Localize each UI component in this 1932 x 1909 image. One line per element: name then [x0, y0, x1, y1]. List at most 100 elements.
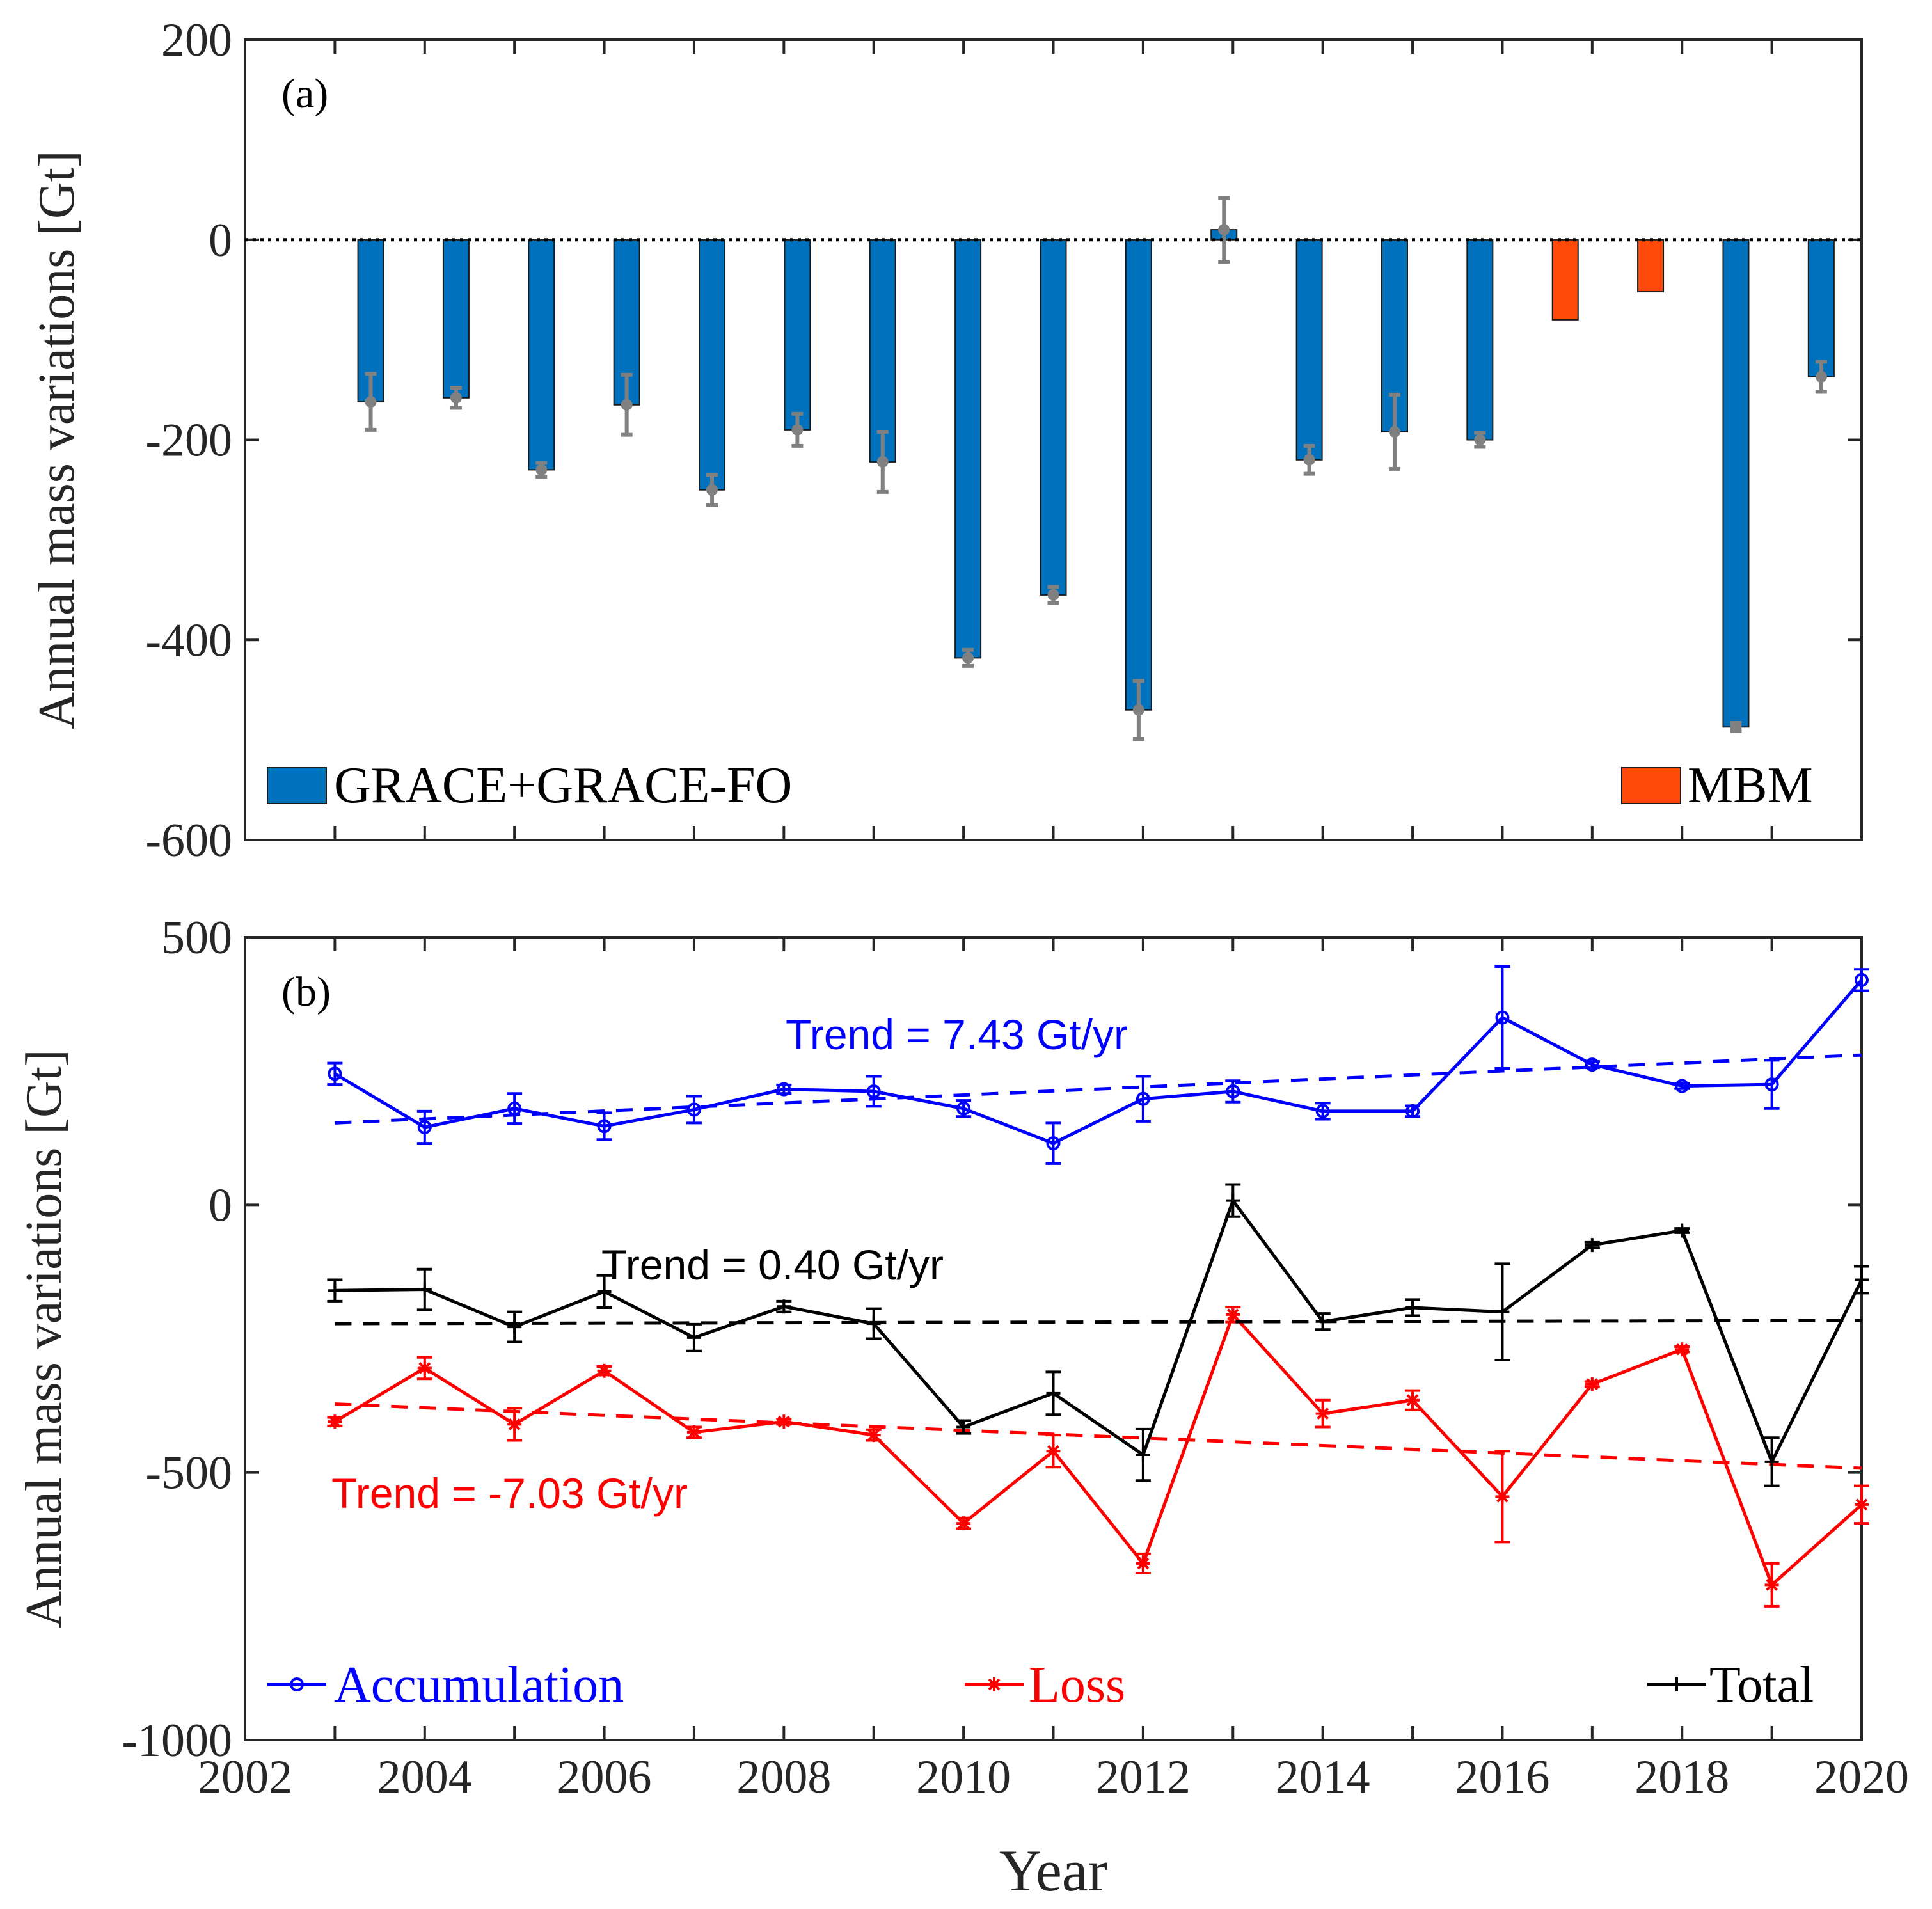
legend-accumulation-marker — [290, 1677, 304, 1691]
total-marker — [1136, 1448, 1150, 1462]
panel-a-ytick-label: -600 — [145, 814, 232, 867]
total-marker — [1764, 1454, 1779, 1469]
total-marker — [1046, 1386, 1061, 1400]
grace-bar — [1722, 239, 1750, 728]
accumulation-marker — [1405, 1104, 1420, 1118]
panel-b-label: (b) — [281, 969, 331, 1015]
grace-error-marker — [1474, 434, 1486, 446]
loss-line — [334, 1313, 1863, 1587]
grace-error-marker — [962, 652, 974, 664]
legend-grace-swatch — [267, 767, 327, 804]
grace-bar — [1381, 239, 1408, 432]
legend-total-label: Total — [1709, 1657, 1814, 1713]
accumulation-marker — [1136, 1091, 1150, 1106]
panel-b-xtick-label: 2018 — [1635, 1751, 1729, 1803]
total-line — [335, 1199, 1864, 1464]
total-marker — [1405, 1300, 1420, 1315]
panel-b-ytick-label: -1000 — [122, 1715, 232, 1767]
accumulation-marker — [597, 1119, 612, 1134]
panel-b-xtick-label: 2002 — [198, 1751, 292, 1803]
total-marker — [597, 1284, 612, 1299]
grace-bar — [613, 239, 640, 406]
accumulation-marker — [1675, 1079, 1690, 1093]
loss-marker — [1675, 1342, 1690, 1357]
total-marker — [1585, 1238, 1599, 1253]
grace-error-marker — [1132, 704, 1144, 716]
panel-a-ytick-label: -200 — [145, 415, 232, 467]
grace-bar — [1125, 239, 1152, 711]
total-marker — [1226, 1193, 1240, 1208]
grace-error-marker — [1047, 589, 1059, 601]
total-trend-label: Trend = 0.40 Gt/yr — [601, 1241, 944, 1288]
accumulation-marker — [1046, 1136, 1061, 1151]
accumulation-trend-line — [335, 1053, 1862, 1125]
panel-a-ytick-label: -400 — [145, 614, 232, 667]
grace-bar — [869, 239, 896, 463]
accumulation-line — [334, 979, 1863, 1145]
accumulation-trend-label: Trend = 7.43 Gt/yr — [786, 1011, 1128, 1058]
accumulation-marker — [507, 1101, 522, 1116]
loss-marker — [1136, 1556, 1150, 1571]
grace-error-marker — [621, 399, 633, 411]
grace-error-marker — [1388, 425, 1400, 438]
loss-marker — [1315, 1406, 1330, 1421]
mbm-bar — [1551, 239, 1579, 321]
legend-loss-label: Loss — [1029, 1657, 1125, 1713]
grace-error-marker — [876, 455, 889, 468]
loss-marker — [417, 1361, 432, 1375]
accumulation-marker — [1226, 1084, 1240, 1098]
grace-error-marker — [791, 424, 804, 436]
loss-marker — [597, 1363, 612, 1378]
panel-b-xtick-label: 2006 — [557, 1751, 652, 1803]
panel-a-label: (a) — [281, 70, 328, 117]
grace-error-marker — [450, 392, 462, 404]
panel-b-xtick-label: 2014 — [1276, 1751, 1370, 1803]
accumulation-marker — [1495, 1010, 1510, 1025]
grace-bar — [954, 239, 982, 659]
accumulation-marker — [686, 1102, 701, 1117]
total-marker — [866, 1317, 881, 1331]
total-marker — [507, 1320, 522, 1335]
panel-b-ylabel: Annual mass variations [Gt] — [16, 1049, 72, 1628]
accumulation-marker — [866, 1084, 881, 1098]
loss-marker — [1855, 1497, 1869, 1512]
panel-b-xtick-label: 2012 — [1096, 1751, 1191, 1803]
grace-bar — [528, 239, 555, 471]
loss-marker — [686, 1425, 701, 1439]
panel-b-ytick-label: -500 — [145, 1447, 232, 1500]
grace-error-marker — [535, 464, 548, 476]
accumulation-marker — [777, 1082, 791, 1097]
loss-marker — [328, 1414, 342, 1429]
grace-bar — [699, 239, 726, 491]
loss-marker — [1495, 1489, 1510, 1504]
total-marker — [956, 1420, 971, 1434]
loss-marker — [1226, 1307, 1240, 1322]
panel-b-ytick-label: 0 — [209, 1179, 232, 1232]
grace-bar — [1807, 239, 1835, 377]
panel-b-xlabel: Year — [999, 1838, 1108, 1903]
total-marker — [1855, 1272, 1869, 1287]
panel-a-ylabel: Annual mass variations [Gt] — [29, 150, 85, 729]
legend-mbm-swatch — [1621, 767, 1681, 804]
grace-bar — [784, 239, 811, 431]
grace-error-marker — [1218, 224, 1230, 236]
total-marker — [1495, 1304, 1510, 1319]
total-trend-line — [335, 1319, 1862, 1326]
loss-marker — [956, 1516, 971, 1531]
grace-bar — [1466, 239, 1494, 441]
loss-marker — [1405, 1393, 1420, 1407]
accumulation-marker — [1315, 1104, 1330, 1118]
panel-b-ytick-label: 500 — [161, 912, 232, 964]
panel-a-ytick-label: 200 — [161, 14, 232, 67]
panel-b-xtick-label: 2010 — [916, 1751, 1011, 1803]
legend-loss-marker — [987, 1677, 1001, 1691]
grace-bar — [1040, 239, 1067, 596]
accumulation-marker — [1764, 1077, 1779, 1092]
grace-bar — [1295, 239, 1323, 461]
total-marker — [1315, 1314, 1330, 1329]
accumulation-marker — [956, 1101, 971, 1116]
accumulation-marker — [1585, 1057, 1599, 1072]
panel-b-xtick-label: 2020 — [1814, 1751, 1909, 1803]
